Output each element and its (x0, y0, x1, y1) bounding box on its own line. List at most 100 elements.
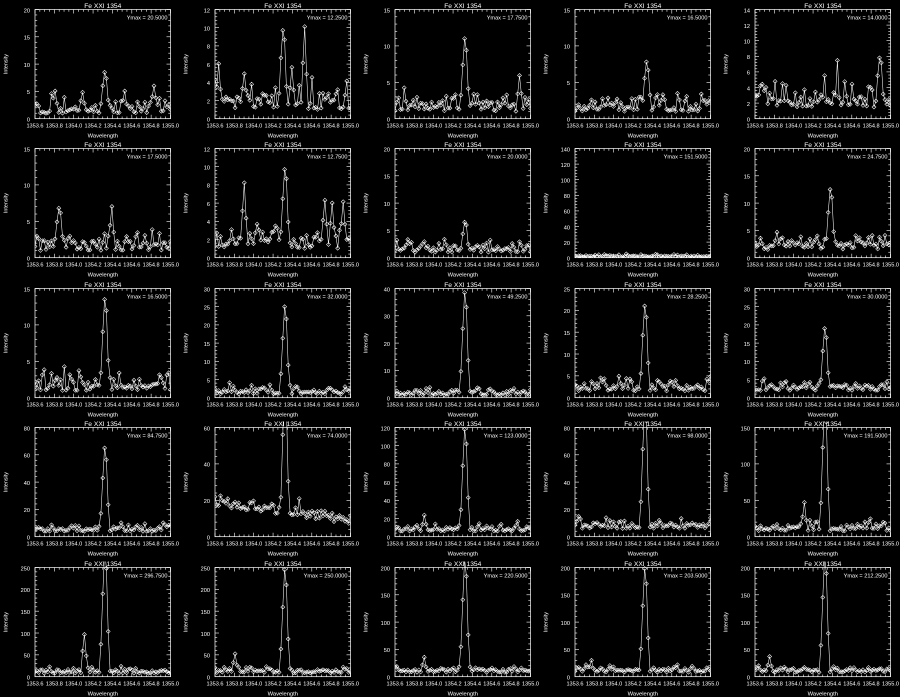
svg-text:Wavelength: Wavelength (628, 691, 658, 697)
svg-text:1353.8: 1353.8 (226, 542, 243, 548)
svg-text:10: 10 (744, 39, 750, 45)
svg-text:1353.6: 1353.6 (26, 542, 43, 548)
svg-text:1354.2: 1354.2 (805, 263, 822, 269)
svg-text:1353.8: 1353.8 (406, 542, 423, 548)
svg-text:10: 10 (564, 45, 570, 51)
svg-text:Fe XXI 1354: Fe XXI 1354 (444, 282, 481, 289)
svg-text:0: 0 (747, 675, 750, 681)
svg-text:1353.6: 1353.6 (386, 681, 403, 687)
svg-text:1353.8: 1353.8 (586, 402, 603, 408)
svg-text:1354.2: 1354.2 (625, 681, 642, 687)
svg-text:6: 6 (207, 63, 210, 69)
svg-text:1354.8: 1354.8 (503, 263, 520, 269)
svg-text:60: 60 (24, 454, 30, 460)
svg-text:0: 0 (27, 536, 30, 542)
svg-text:Fe XXI 1354: Fe XXI 1354 (624, 421, 661, 428)
svg-text:5: 5 (27, 220, 30, 226)
svg-text:Ymax = 123.0000: Ymax = 123.0000 (484, 434, 528, 440)
svg-text:1353.6: 1353.6 (746, 542, 763, 548)
svg-text:1354.0: 1354.0 (245, 263, 262, 269)
svg-text:1353.6: 1353.6 (746, 681, 763, 687)
svg-text:1353.8: 1353.8 (226, 263, 243, 269)
svg-text:1354.6: 1354.6 (843, 263, 860, 269)
svg-text:20: 20 (384, 517, 390, 523)
svg-text:1354.4: 1354.4 (464, 542, 481, 548)
svg-text:1354.0: 1354.0 (245, 681, 262, 687)
svg-text:1355.0: 1355.0 (882, 681, 899, 687)
svg-text:Fe XXI 1354: Fe XXI 1354 (804, 561, 841, 568)
svg-text:Fe XXI 1354: Fe XXI 1354 (84, 282, 121, 289)
svg-text:4: 4 (747, 86, 750, 92)
svg-text:Intensity: Intensity (724, 333, 730, 353)
svg-text:1354.4: 1354.4 (644, 263, 661, 269)
svg-text:1354.8: 1354.8 (143, 402, 160, 408)
svg-text:1353.6: 1353.6 (566, 542, 583, 548)
svg-text:15: 15 (564, 331, 570, 337)
svg-text:1354.4: 1354.4 (104, 263, 121, 269)
svg-text:100: 100 (561, 179, 570, 185)
svg-text:1354.8: 1354.8 (323, 542, 340, 548)
svg-text:40: 40 (384, 287, 390, 293)
svg-text:Ymax = 28.2500: Ymax = 28.2500 (667, 294, 708, 300)
svg-text:1354.8: 1354.8 (503, 402, 520, 408)
svg-text:Fe XXI 1354: Fe XXI 1354 (624, 282, 661, 289)
svg-text:0: 0 (567, 675, 570, 681)
svg-text:1355.0: 1355.0 (882, 402, 899, 408)
svg-text:1355.0: 1355.0 (882, 124, 899, 130)
svg-text:1354.6: 1354.6 (123, 542, 140, 548)
svg-text:14: 14 (744, 8, 750, 14)
svg-text:Intensity: Intensity (4, 472, 10, 492)
svg-text:1354.0: 1354.0 (605, 542, 622, 548)
svg-text:0: 0 (747, 536, 750, 542)
svg-text:1353.6: 1353.6 (566, 402, 583, 408)
svg-text:1353.6: 1353.6 (206, 402, 223, 408)
svg-text:30: 30 (744, 287, 750, 293)
svg-text:Ymax = 296.7500: Ymax = 296.7500 (124, 573, 168, 579)
svg-text:10: 10 (24, 184, 30, 190)
svg-text:1354.4: 1354.4 (464, 402, 481, 408)
svg-text:1355.0: 1355.0 (342, 681, 359, 687)
svg-text:Intensity: Intensity (364, 472, 370, 492)
svg-text:1354.4: 1354.4 (464, 124, 481, 130)
svg-text:Intensity: Intensity (184, 54, 190, 74)
svg-text:1353.8: 1353.8 (586, 124, 603, 130)
svg-text:1355.0: 1355.0 (162, 681, 179, 687)
svg-text:Wavelength: Wavelength (448, 691, 478, 697)
svg-text:5: 5 (207, 378, 210, 384)
svg-text:1354.6: 1354.6 (303, 402, 320, 408)
svg-text:1354.6: 1354.6 (663, 542, 680, 548)
svg-text:1354.2: 1354.2 (625, 124, 642, 130)
svg-text:1355.0: 1355.0 (342, 542, 359, 548)
svg-text:60: 60 (384, 481, 390, 487)
svg-text:100: 100 (741, 463, 750, 469)
svg-text:1354.4: 1354.4 (644, 542, 661, 548)
svg-text:1354.4: 1354.4 (284, 681, 301, 687)
svg-text:5: 5 (567, 81, 570, 87)
svg-text:1354.2: 1354.2 (445, 681, 462, 687)
svg-text:20: 20 (744, 323, 750, 329)
svg-text:5: 5 (387, 230, 390, 236)
svg-text:1354.6: 1354.6 (303, 263, 320, 269)
svg-text:1354.8: 1354.8 (863, 681, 880, 687)
svg-text:1353.6: 1353.6 (386, 542, 403, 548)
svg-text:250: 250 (201, 566, 210, 572)
svg-text:2: 2 (207, 239, 210, 245)
svg-text:1354.0: 1354.0 (785, 402, 802, 408)
svg-text:20: 20 (24, 508, 30, 514)
svg-text:1353.8: 1353.8 (406, 263, 423, 269)
svg-text:0: 0 (207, 675, 210, 681)
svg-text:1355.0: 1355.0 (162, 542, 179, 548)
svg-text:Intensity: Intensity (364, 193, 370, 213)
svg-text:100: 100 (381, 445, 390, 451)
svg-text:100: 100 (381, 620, 390, 626)
svg-text:1354.6: 1354.6 (663, 124, 680, 130)
svg-text:12: 12 (204, 8, 210, 14)
svg-text:1355.0: 1355.0 (522, 681, 539, 687)
svg-text:8: 8 (207, 184, 210, 190)
svg-text:0: 0 (387, 396, 390, 402)
svg-text:15: 15 (384, 175, 390, 181)
svg-text:Fe XXI 1354: Fe XXI 1354 (444, 142, 481, 149)
svg-text:1355.0: 1355.0 (522, 263, 539, 269)
svg-text:1354.6: 1354.6 (843, 402, 860, 408)
svg-text:1354.6: 1354.6 (123, 263, 140, 269)
